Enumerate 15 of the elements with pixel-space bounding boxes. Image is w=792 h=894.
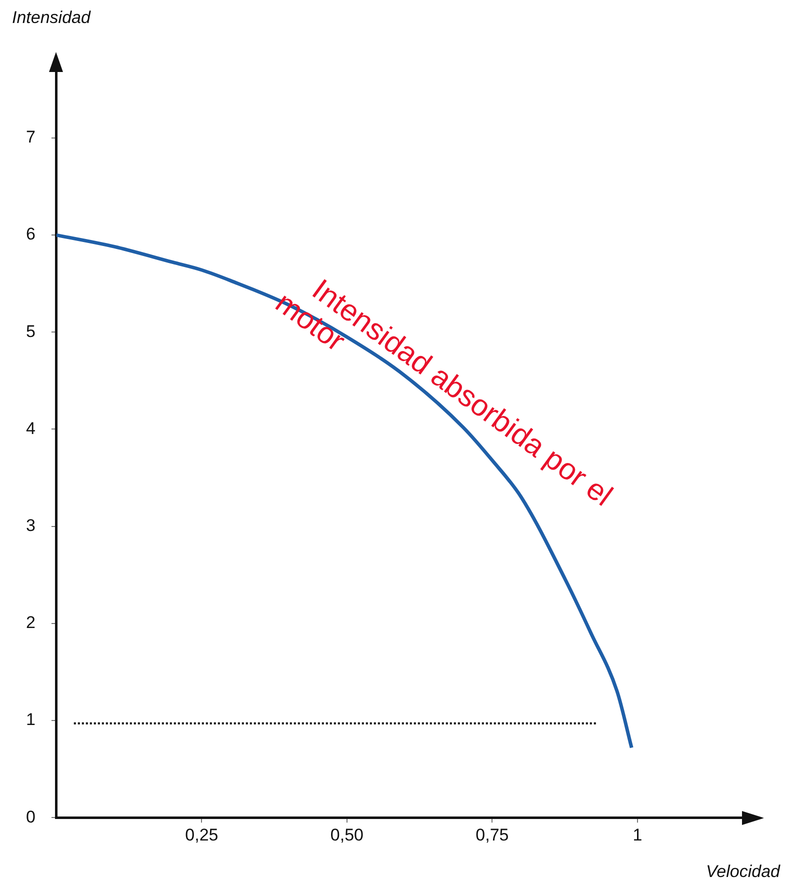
- y-tick-label: 0: [26, 807, 36, 826]
- x-tick-label: 0,25: [185, 825, 218, 844]
- y-tick-label: 6: [26, 224, 36, 244]
- y-tick-label: 2: [26, 613, 36, 632]
- x-tick-label: 0,75: [476, 825, 509, 844]
- y-tick-label: 3: [26, 516, 36, 536]
- y-tick-label: 7: [26, 128, 36, 147]
- x-tick-label: 0,50: [330, 825, 364, 844]
- x-tick-label: 1: [632, 825, 642, 844]
- y-tick-label: 4: [26, 418, 36, 438]
- line-series: [56, 233, 634, 750]
- y-axis-title: Intensidad: [12, 8, 90, 28]
- y-tick-label: 1: [26, 710, 36, 730]
- y-tick-label: 5: [26, 322, 36, 341]
- x-axis-title: Velocidad: [706, 862, 780, 882]
